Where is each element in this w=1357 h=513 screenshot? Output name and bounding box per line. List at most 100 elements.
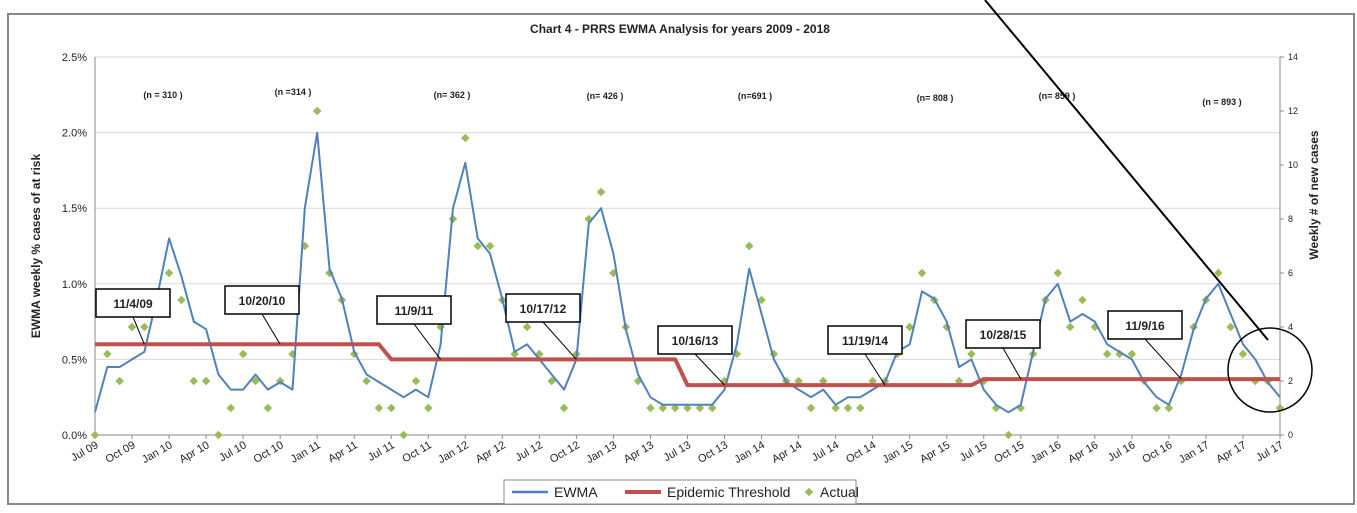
sample-size: (n= 362 ) bbox=[434, 90, 471, 100]
actual-point bbox=[1164, 403, 1174, 413]
y-tick-label: 1.5% bbox=[62, 203, 87, 215]
leader-line bbox=[413, 323, 442, 360]
chart-title: Chart 4 - PRRS EWMA Analysis for years 2… bbox=[530, 22, 830, 36]
leader-line bbox=[542, 321, 577, 360]
actual-point bbox=[189, 376, 198, 386]
actual-point bbox=[461, 133, 470, 143]
actual-point bbox=[547, 376, 556, 386]
actual-point bbox=[127, 322, 137, 332]
actual-point bbox=[1238, 349, 1248, 359]
onset-date: 11/19/14 bbox=[842, 334, 888, 348]
sample-size: (n= 859 ) bbox=[1039, 91, 1076, 101]
chart-frame bbox=[7, 13, 1355, 505]
actual-point bbox=[485, 241, 495, 251]
actual-point bbox=[251, 376, 260, 386]
y2-tick-label: 2 bbox=[1288, 376, 1293, 386]
annotations: 11/4/09 10/20/10 11/9/11 10/17/12 10/16/13 11… bbox=[95, 87, 1242, 386]
y-tick-label: 1.0% bbox=[62, 279, 87, 291]
actual-point bbox=[399, 430, 408, 440]
y2-tick-label: 0 bbox=[1288, 430, 1293, 440]
legend-label: Actual bbox=[820, 484, 859, 500]
sample-size: (n =314 ) bbox=[275, 87, 312, 97]
date-box bbox=[657, 325, 733, 355]
date-box bbox=[965, 319, 1041, 349]
leader-line bbox=[864, 353, 886, 386]
onset-date: 10/17/12 bbox=[520, 302, 567, 316]
legend: EWMA Epidemic Threshold Actual bbox=[503, 479, 859, 505]
actual-point bbox=[856, 403, 865, 413]
actual-point bbox=[695, 403, 705, 413]
ewma-line bbox=[94, 131, 1281, 414]
legend-box bbox=[503, 479, 857, 505]
actual-point bbox=[374, 403, 384, 413]
date-box bbox=[95, 288, 171, 318]
y2-axis-title: Weekly # of new cases bbox=[1307, 130, 1321, 260]
actual-point bbox=[707, 403, 717, 413]
date-box bbox=[827, 325, 903, 355]
actual-point bbox=[473, 241, 482, 251]
actual-point bbox=[1053, 268, 1063, 278]
date-box bbox=[376, 295, 452, 325]
date-box bbox=[505, 293, 581, 323]
y2-tick-label: 6 bbox=[1288, 268, 1293, 278]
actual-point bbox=[1214, 268, 1223, 278]
y-tick-label: 0.0% bbox=[62, 430, 87, 442]
leader-line bbox=[1144, 338, 1182, 380]
actual-point bbox=[201, 376, 211, 386]
legend-swatch bbox=[804, 487, 814, 497]
y-tick-label: 2.0% bbox=[62, 128, 87, 140]
onset-date: 11/9/11 bbox=[395, 304, 434, 318]
sample-size: (n= 426 ) bbox=[587, 91, 624, 101]
actual-point bbox=[559, 403, 569, 413]
actual-point bbox=[646, 403, 655, 413]
actual-point bbox=[411, 376, 421, 386]
actual-point bbox=[1078, 295, 1087, 305]
actual-point bbox=[263, 403, 273, 413]
actual-point bbox=[806, 403, 816, 413]
actual-point bbox=[1152, 403, 1161, 413]
actual-point bbox=[831, 403, 840, 413]
y2-tick-label: 10 bbox=[1288, 160, 1298, 170]
actual-point bbox=[1226, 322, 1235, 332]
y2-tick-label: 4 bbox=[1288, 322, 1293, 332]
actual-point bbox=[238, 349, 248, 359]
onset-date: 11/9/16 bbox=[1125, 319, 1165, 333]
actual-point bbox=[164, 268, 174, 278]
actual-point bbox=[1065, 322, 1075, 332]
actual-point bbox=[757, 295, 766, 305]
actual-point bbox=[522, 322, 532, 332]
actual-point bbox=[683, 403, 692, 413]
sample-size: (n = 310 ) bbox=[143, 90, 182, 100]
actual-point bbox=[312, 106, 322, 116]
actual-point bbox=[658, 403, 668, 413]
y2-tick-label: 8 bbox=[1288, 214, 1293, 224]
actual-point bbox=[1127, 349, 1137, 359]
y-tick-label: 2.5% bbox=[62, 52, 87, 64]
onset-date: 11/4/09 bbox=[113, 297, 153, 311]
highlight-circle bbox=[1227, 327, 1313, 413]
y-tick-label: 0.5% bbox=[62, 354, 87, 366]
y-axis-title: EWMA weekly % cases of at risk bbox=[29, 154, 43, 339]
actual-point bbox=[905, 322, 914, 332]
actual-point bbox=[226, 403, 236, 413]
y2-tick-label: 14 bbox=[1288, 52, 1298, 62]
y2-tick-label: 12 bbox=[1288, 106, 1298, 116]
actual-point bbox=[917, 268, 927, 278]
actual-point bbox=[1102, 349, 1112, 359]
date-box bbox=[1107, 310, 1183, 340]
sample-size: (n = 893 ) bbox=[1202, 97, 1241, 107]
actual-point bbox=[115, 376, 124, 386]
actual-point bbox=[387, 403, 396, 413]
leader-line bbox=[1002, 347, 1022, 380]
actual-point bbox=[140, 322, 149, 332]
actual-point bbox=[177, 295, 186, 305]
actual-point bbox=[214, 430, 223, 440]
actual-point bbox=[1004, 430, 1013, 440]
actual-point bbox=[843, 403, 853, 413]
actual-point bbox=[670, 403, 680, 413]
actual-point bbox=[510, 349, 519, 359]
date-box bbox=[224, 285, 300, 315]
actual-point bbox=[103, 349, 112, 359]
